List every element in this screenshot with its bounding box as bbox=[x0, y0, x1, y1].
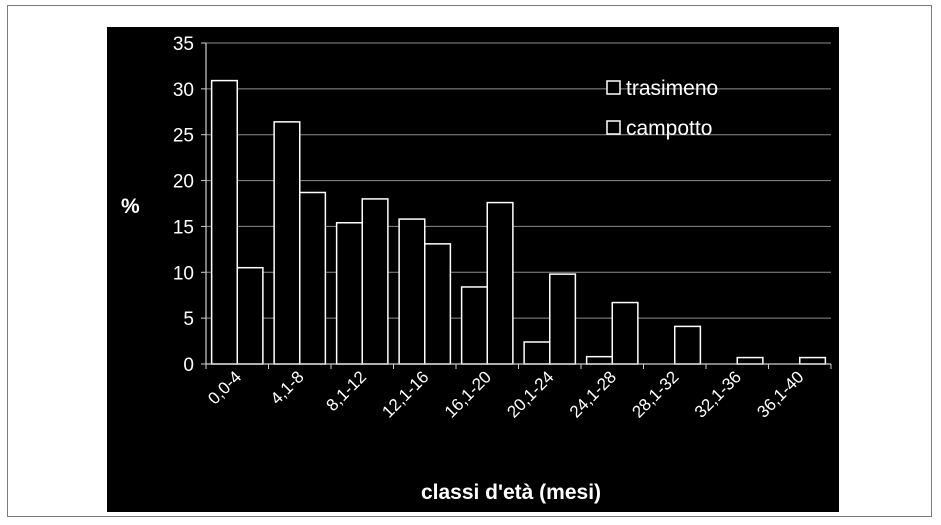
x-tick-label: 0,0-4 bbox=[204, 367, 245, 408]
bar-campotto-6 bbox=[611, 301, 639, 365]
legend-swatch-trasimeno bbox=[606, 80, 621, 95]
y-tick-labels: 0 5 10 15 20 25 30 35 bbox=[173, 34, 194, 376]
bars bbox=[210, 79, 827, 365]
bar-trasimeno-5 bbox=[523, 341, 551, 365]
bar-campotto-8 bbox=[736, 356, 764, 365]
y-tick-label: 35 bbox=[173, 34, 194, 55]
x-tick-labels: 0,0-4 4,1-8 8,1-12 12,1-16 16,1-20 20,1-24 24,… bbox=[204, 367, 807, 421]
legend-label-trasimeno: trasimeno bbox=[626, 77, 718, 100]
x-tick-label: 12,1-16 bbox=[378, 367, 432, 421]
y-tick-label: 30 bbox=[173, 80, 194, 101]
legend: trasimeno campotto bbox=[606, 77, 718, 140]
legend-label-campotto: campotto bbox=[626, 117, 712, 140]
bar-trasimeno-6 bbox=[585, 355, 613, 365]
x-tick-label: 4,1-8 bbox=[267, 367, 308, 408]
x-tick-label: 16,1-20 bbox=[441, 367, 495, 421]
x-tick-label: 32,1-36 bbox=[691, 367, 745, 421]
y-tick-label: 5 bbox=[183, 309, 194, 330]
bar-trasimeno-3 bbox=[398, 218, 426, 365]
x-tick-label: 24,1-28 bbox=[566, 367, 620, 421]
figure-frame bbox=[7, 5, 932, 517]
bar-campotto-1 bbox=[299, 191, 327, 365]
bar-trasimeno-0 bbox=[210, 79, 238, 365]
bar-trasimeno-4 bbox=[460, 286, 488, 365]
bar-campotto-7 bbox=[674, 325, 702, 365]
axes bbox=[201, 42, 832, 369]
y-axis-title: % bbox=[121, 195, 140, 218]
bar-campotto-3 bbox=[424, 243, 452, 365]
y-tick-label: 10 bbox=[173, 263, 194, 284]
bar-campotto-0 bbox=[236, 266, 264, 365]
bar-campotto-5 bbox=[549, 273, 577, 365]
bar-campotto-9 bbox=[799, 356, 827, 365]
bar-campotto-2 bbox=[361, 198, 389, 365]
bar-trasimeno-2 bbox=[335, 222, 363, 365]
y-tick-label: 0 bbox=[183, 355, 194, 376]
x-axis-title: classi d'età (mesi) bbox=[421, 481, 601, 504]
y-tick-label: 15 bbox=[173, 217, 194, 238]
bar-trasimeno-1 bbox=[273, 121, 301, 365]
y-tick-label: 25 bbox=[173, 126, 194, 147]
bar-campotto-4 bbox=[486, 201, 514, 365]
x-tick-label: 28,1-32 bbox=[628, 367, 682, 421]
legend-swatch-campotto bbox=[606, 120, 621, 135]
x-tick-label: 36,1-40 bbox=[753, 367, 807, 421]
x-tick-label: 20,1-24 bbox=[503, 367, 557, 421]
y-tick-label: 20 bbox=[173, 172, 194, 193]
x-tick-label: 8,1-12 bbox=[323, 367, 371, 415]
